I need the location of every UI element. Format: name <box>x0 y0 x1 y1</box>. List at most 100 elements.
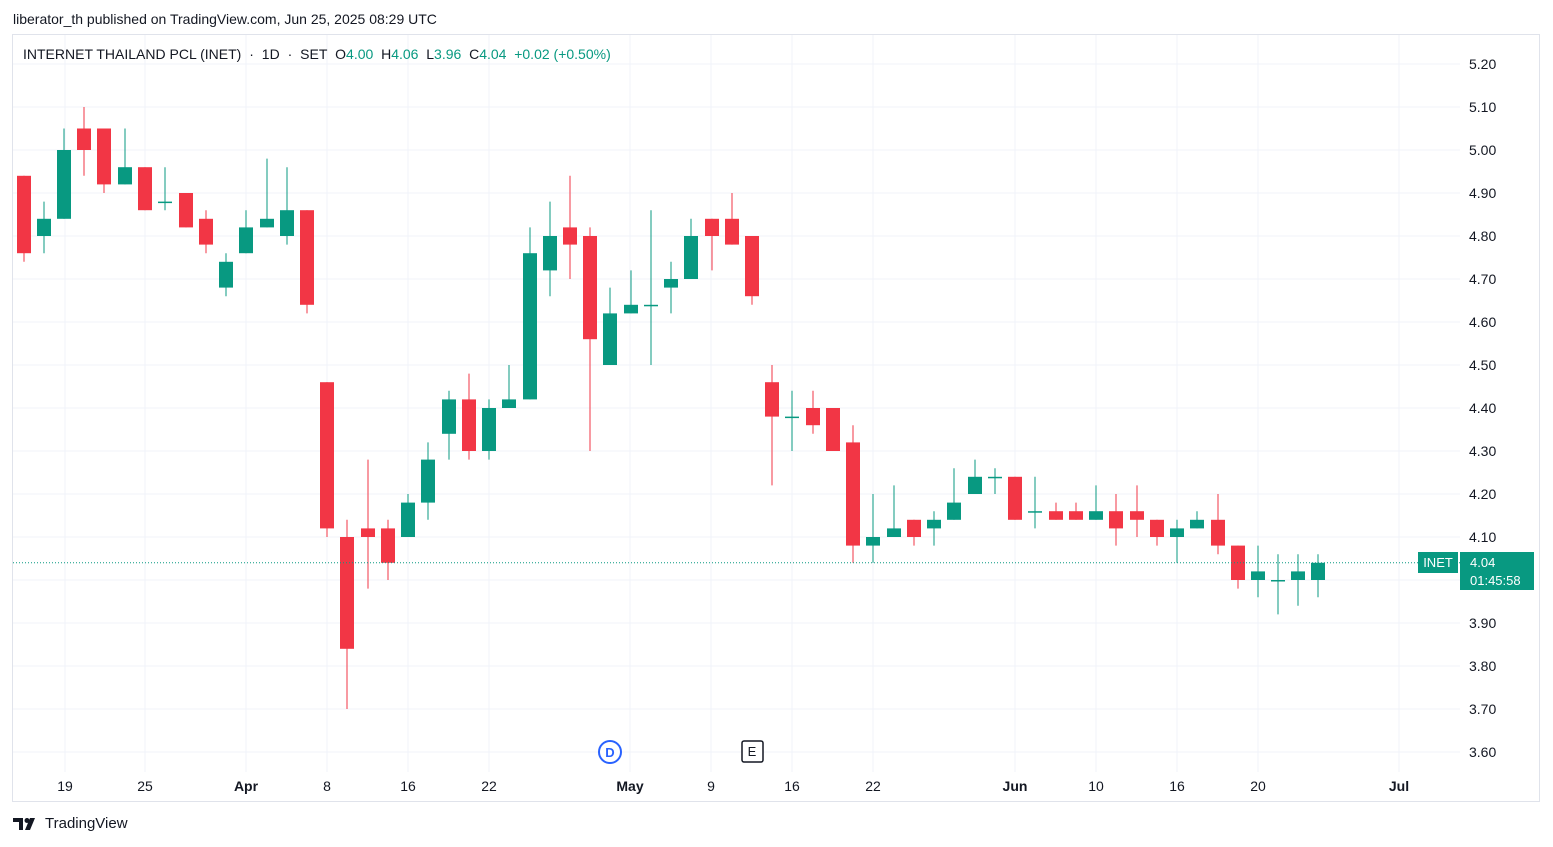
candles <box>17 107 1325 709</box>
candle <box>603 287 617 365</box>
candle-body <box>765 382 779 417</box>
y-tick-label: 4.70 <box>1469 271 1496 287</box>
x-tick-label: 20 <box>1250 778 1266 794</box>
footer-brand-label: TradingView <box>45 815 128 832</box>
candle <box>1271 554 1285 615</box>
candle-body <box>523 253 537 400</box>
candle <box>340 519 354 709</box>
candle-body <box>219 261 233 288</box>
time-axis: 19 25 Apr 8 16 22 May 9 16 22 Jun 10 16 20 Jul <box>57 778 1409 794</box>
candle-body <box>907 519 921 537</box>
candle-body <box>1130 511 1144 520</box>
candle <box>583 227 597 451</box>
legend-high-label: H <box>381 46 392 62</box>
chart-grid <box>13 35 1460 772</box>
candle <box>219 253 233 297</box>
dividend-marker: D <box>598 740 622 764</box>
candle <box>866 494 880 563</box>
chart-frame <box>12 34 1540 802</box>
candle <box>37 201 51 254</box>
y-tick-label: 4.50 <box>1469 357 1496 373</box>
legend-open-value: 4.00 <box>346 46 374 62</box>
x-tick-label: 16 <box>400 778 416 794</box>
y-tick-label: 4.90 <box>1469 185 1496 201</box>
candle-body <box>138 167 152 211</box>
candle-body <box>1170 528 1184 537</box>
candle-body <box>502 399 516 408</box>
candle-body <box>462 399 476 451</box>
candle-body <box>846 442 860 546</box>
y-tick-label: 4.60 <box>1469 314 1496 330</box>
candle <box>725 193 739 245</box>
candle <box>239 210 253 254</box>
candle-body <box>158 201 172 204</box>
legend-change: +0.02 (+0.50%) <box>514 46 611 62</box>
candle-body <box>624 304 638 314</box>
x-tick-label: 22 <box>481 778 497 794</box>
y-tick-label: 4.20 <box>1469 486 1496 502</box>
x-tick-label: Jul <box>1389 778 1409 794</box>
x-tick-label: 16 <box>1169 778 1185 794</box>
candle <box>1311 554 1325 598</box>
candle-body <box>785 416 799 419</box>
price-axis: 5.20 5.10 5.00 4.90 4.80 4.70 4.60 4.50 4.40 4.30… <box>1469 56 1496 760</box>
last-price-tag: INET 4.04 01:45:58 <box>1418 552 1534 590</box>
candle <box>77 107 91 176</box>
y-tick-label: 3.80 <box>1469 658 1496 674</box>
candle <box>664 261 678 314</box>
candle <box>947 468 961 520</box>
candle <box>381 519 395 580</box>
candle <box>1130 485 1144 537</box>
candle-body <box>684 236 698 279</box>
legend-symbol: INTERNET THAILAND PCL (INET) <box>23 46 242 62</box>
candle-body <box>1291 571 1305 580</box>
candle <box>1028 476 1042 529</box>
candle-body <box>361 528 375 537</box>
candle-body <box>603 313 617 365</box>
legend-interval: 1D <box>261 46 280 62</box>
candle <box>684 218 698 279</box>
candle-body <box>1008 476 1022 520</box>
candle <box>988 468 1002 494</box>
candle <box>260 158 274 228</box>
x-tick-label: Jun <box>1003 778 1028 794</box>
candle <box>1069 502 1083 520</box>
candle-body <box>260 218 274 228</box>
candle <box>138 167 152 211</box>
candle <box>1211 494 1225 555</box>
candle-body <box>340 537 354 649</box>
candle-body <box>381 528 395 563</box>
candle-body <box>543 236 557 271</box>
legend-high-value: 4.06 <box>391 46 419 62</box>
candle-body <box>927 519 941 529</box>
candle-body <box>1211 519 1225 546</box>
candle <box>765 365 779 486</box>
y-tick-label: 5.20 <box>1469 56 1496 72</box>
candle <box>1089 485 1103 520</box>
candle <box>401 494 415 537</box>
footer-brand[interactable]: TradingView <box>13 815 128 832</box>
candle-body <box>1109 511 1123 529</box>
candle-body <box>37 218 51 236</box>
candle <box>280 167 294 245</box>
candle-body <box>887 528 901 537</box>
candle <box>1251 545 1265 598</box>
candle-body <box>583 236 597 340</box>
candle-body <box>239 227 253 254</box>
candle-body <box>17 175 31 254</box>
candle-body <box>1150 519 1164 537</box>
candle <box>523 227 537 400</box>
candle <box>118 128 132 185</box>
candle-body <box>1251 571 1265 580</box>
y-tick-label: 5.00 <box>1469 142 1496 158</box>
x-tick-label: 16 <box>784 778 800 794</box>
price-tag-symbol: INET <box>1423 555 1453 570</box>
x-tick-label: 8 <box>323 778 331 794</box>
candle <box>644 210 658 365</box>
candle-body <box>1049 511 1063 520</box>
candle-body <box>320 382 334 529</box>
legend-exchange: SET <box>300 46 328 62</box>
candle-body <box>199 218 213 245</box>
y-tick-label: 3.90 <box>1469 615 1496 631</box>
